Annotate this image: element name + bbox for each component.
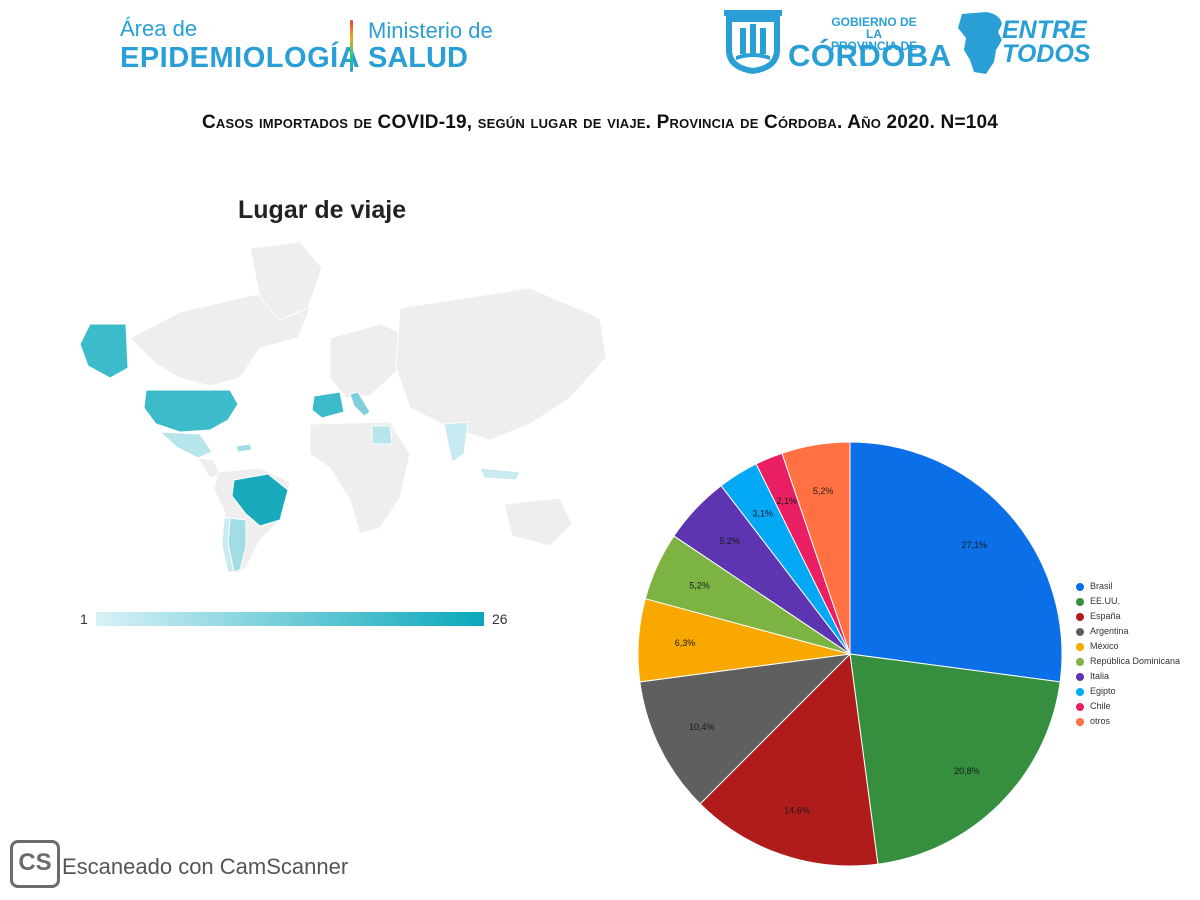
logo-separator — [350, 20, 353, 72]
map-greenland — [249, 241, 323, 321]
map-italy — [349, 391, 371, 417]
pie-slice-label-4: 6,3% — [675, 638, 696, 648]
legend-swatch-3 — [1076, 628, 1084, 636]
map-title: Lugar de viaje — [238, 196, 407, 224]
legend-item-1: EE.UU. — [1076, 595, 1196, 610]
pie-slice-9 — [781, 441, 851, 655]
map-canada — [129, 287, 311, 387]
pie-slice-0 — [849, 441, 1063, 683]
legend-item-2: España — [1076, 610, 1196, 625]
legend-label-2: España — [1090, 611, 1121, 621]
map-chile — [221, 517, 235, 573]
legend-swatch-5 — [1076, 658, 1084, 666]
pie-slice-3 — [639, 653, 852, 805]
pie-slice-label-9: 5,2% — [813, 486, 834, 496]
pie-slice-label-7: 3,1% — [752, 509, 773, 519]
legend-item-7: Egipto — [1076, 685, 1196, 700]
logo-cordoba: CÓRDOBA — [788, 38, 952, 73]
pie-slice-label-8: 2,1% — [776, 496, 797, 506]
camscanner-text: Escaneado con CamScanner — [62, 854, 349, 879]
legend-label-0: Brasil — [1090, 581, 1113, 591]
pie-slice-label-3: 10,4% — [689, 722, 715, 732]
legend-label-9: otros — [1090, 716, 1111, 726]
legend-swatch-2 — [1076, 613, 1084, 621]
legend-item-3: Argentina — [1076, 625, 1196, 640]
province-map-icon — [958, 12, 1002, 74]
gobierno-cordoba-logo: GOBIERNO DE LA PROVINCIA DE CÓRDOBA ENTR… — [720, 8, 1100, 78]
map-usa — [143, 389, 239, 433]
legend-label-8: Chile — [1090, 701, 1111, 711]
legend-swatch-9 — [1076, 718, 1084, 726]
legend-item-8: Chile — [1076, 700, 1196, 715]
map-europe — [329, 323, 411, 399]
map-australia — [503, 497, 573, 547]
legend-item-5: República Dominicana — [1076, 655, 1196, 670]
map-color-scale: 1 26 — [76, 608, 516, 632]
map-asia — [395, 287, 607, 441]
camscanner-logo: CS — [10, 840, 60, 888]
map-dominican-rep — [235, 443, 253, 453]
logo-entre-todos: ENTRE TODOS — [1002, 16, 1091, 68]
map-mexico — [158, 431, 213, 459]
map-brazil — [231, 473, 289, 527]
pie-slice-label-0: 27,1% — [962, 540, 988, 550]
pie-legend: Brasil EE.UU. España Argentina México Repúbli… — [1076, 580, 1196, 730]
pie-slice-label-1: 20,8% — [954, 766, 980, 776]
legend-item-9: otros — [1076, 715, 1196, 730]
legend-label-6: Italia — [1090, 671, 1110, 681]
logo-salud: SALUD — [368, 42, 468, 74]
pie-slice-1 — [849, 653, 1061, 865]
map-africa — [309, 421, 411, 535]
pie-slice-label-5: 5,2% — [689, 580, 710, 590]
pie-chart: 27,1% 20,8% 14,6% 10,4% 6,3% 5,2% 5,2% 3,1%2,1%… — [637, 441, 1063, 867]
legend-swatch-0 — [1076, 583, 1084, 591]
scale-min-label: 1 — [80, 611, 88, 627]
coat-of-arms-icon — [724, 10, 782, 74]
logo-gobierno: GOBIERNO DE LA PROVINCIA DE — [830, 15, 918, 53]
pie-slice-label-2: 14,6% — [784, 806, 810, 816]
map-indonesia — [479, 467, 521, 481]
legend-label-1: EE.UU. — [1090, 596, 1121, 606]
scale-max-label: 26 — [492, 611, 508, 627]
legend-swatch-4 — [1076, 643, 1084, 651]
logo-ministerio-de: Ministerio de — [368, 18, 493, 43]
legend-item-6: Italia — [1076, 670, 1196, 685]
legend-swatch-6 — [1076, 673, 1084, 681]
map-egypt — [371, 425, 393, 445]
legend-label-5: República Dominicana — [1090, 656, 1181, 666]
legend-swatch-7 — [1076, 688, 1084, 696]
page-title: Casos importados de COVID-19, según luga… — [201, 112, 999, 133]
world-map — [79, 241, 607, 575]
legend-swatch-1 — [1076, 598, 1084, 606]
legend-item-4: México — [1076, 640, 1196, 655]
epidemiologia-logo: Área de EPIDEMIOLOGÍA Ministerio de SALU… — [120, 14, 500, 74]
legend-label-3: Argentina — [1090, 626, 1129, 636]
logo-epidemiologia: EPIDEMIOLOGÍA — [120, 42, 361, 74]
map-alaska — [79, 323, 129, 379]
legend-swatch-8 — [1076, 703, 1084, 711]
logo-area-de: Área de — [120, 16, 198, 41]
legend-label-4: México — [1090, 641, 1119, 651]
legend-item-0: Brasil — [1076, 580, 1196, 595]
pie-slice-label-6: 5,2% — [719, 536, 740, 546]
legend-label-7: Egipto — [1090, 686, 1116, 696]
map-central-america — [197, 457, 221, 479]
map-spain — [311, 391, 345, 419]
pie-slice-2 — [699, 652, 879, 867]
scale-gradient-bar — [96, 612, 484, 626]
map-india — [443, 421, 469, 463]
